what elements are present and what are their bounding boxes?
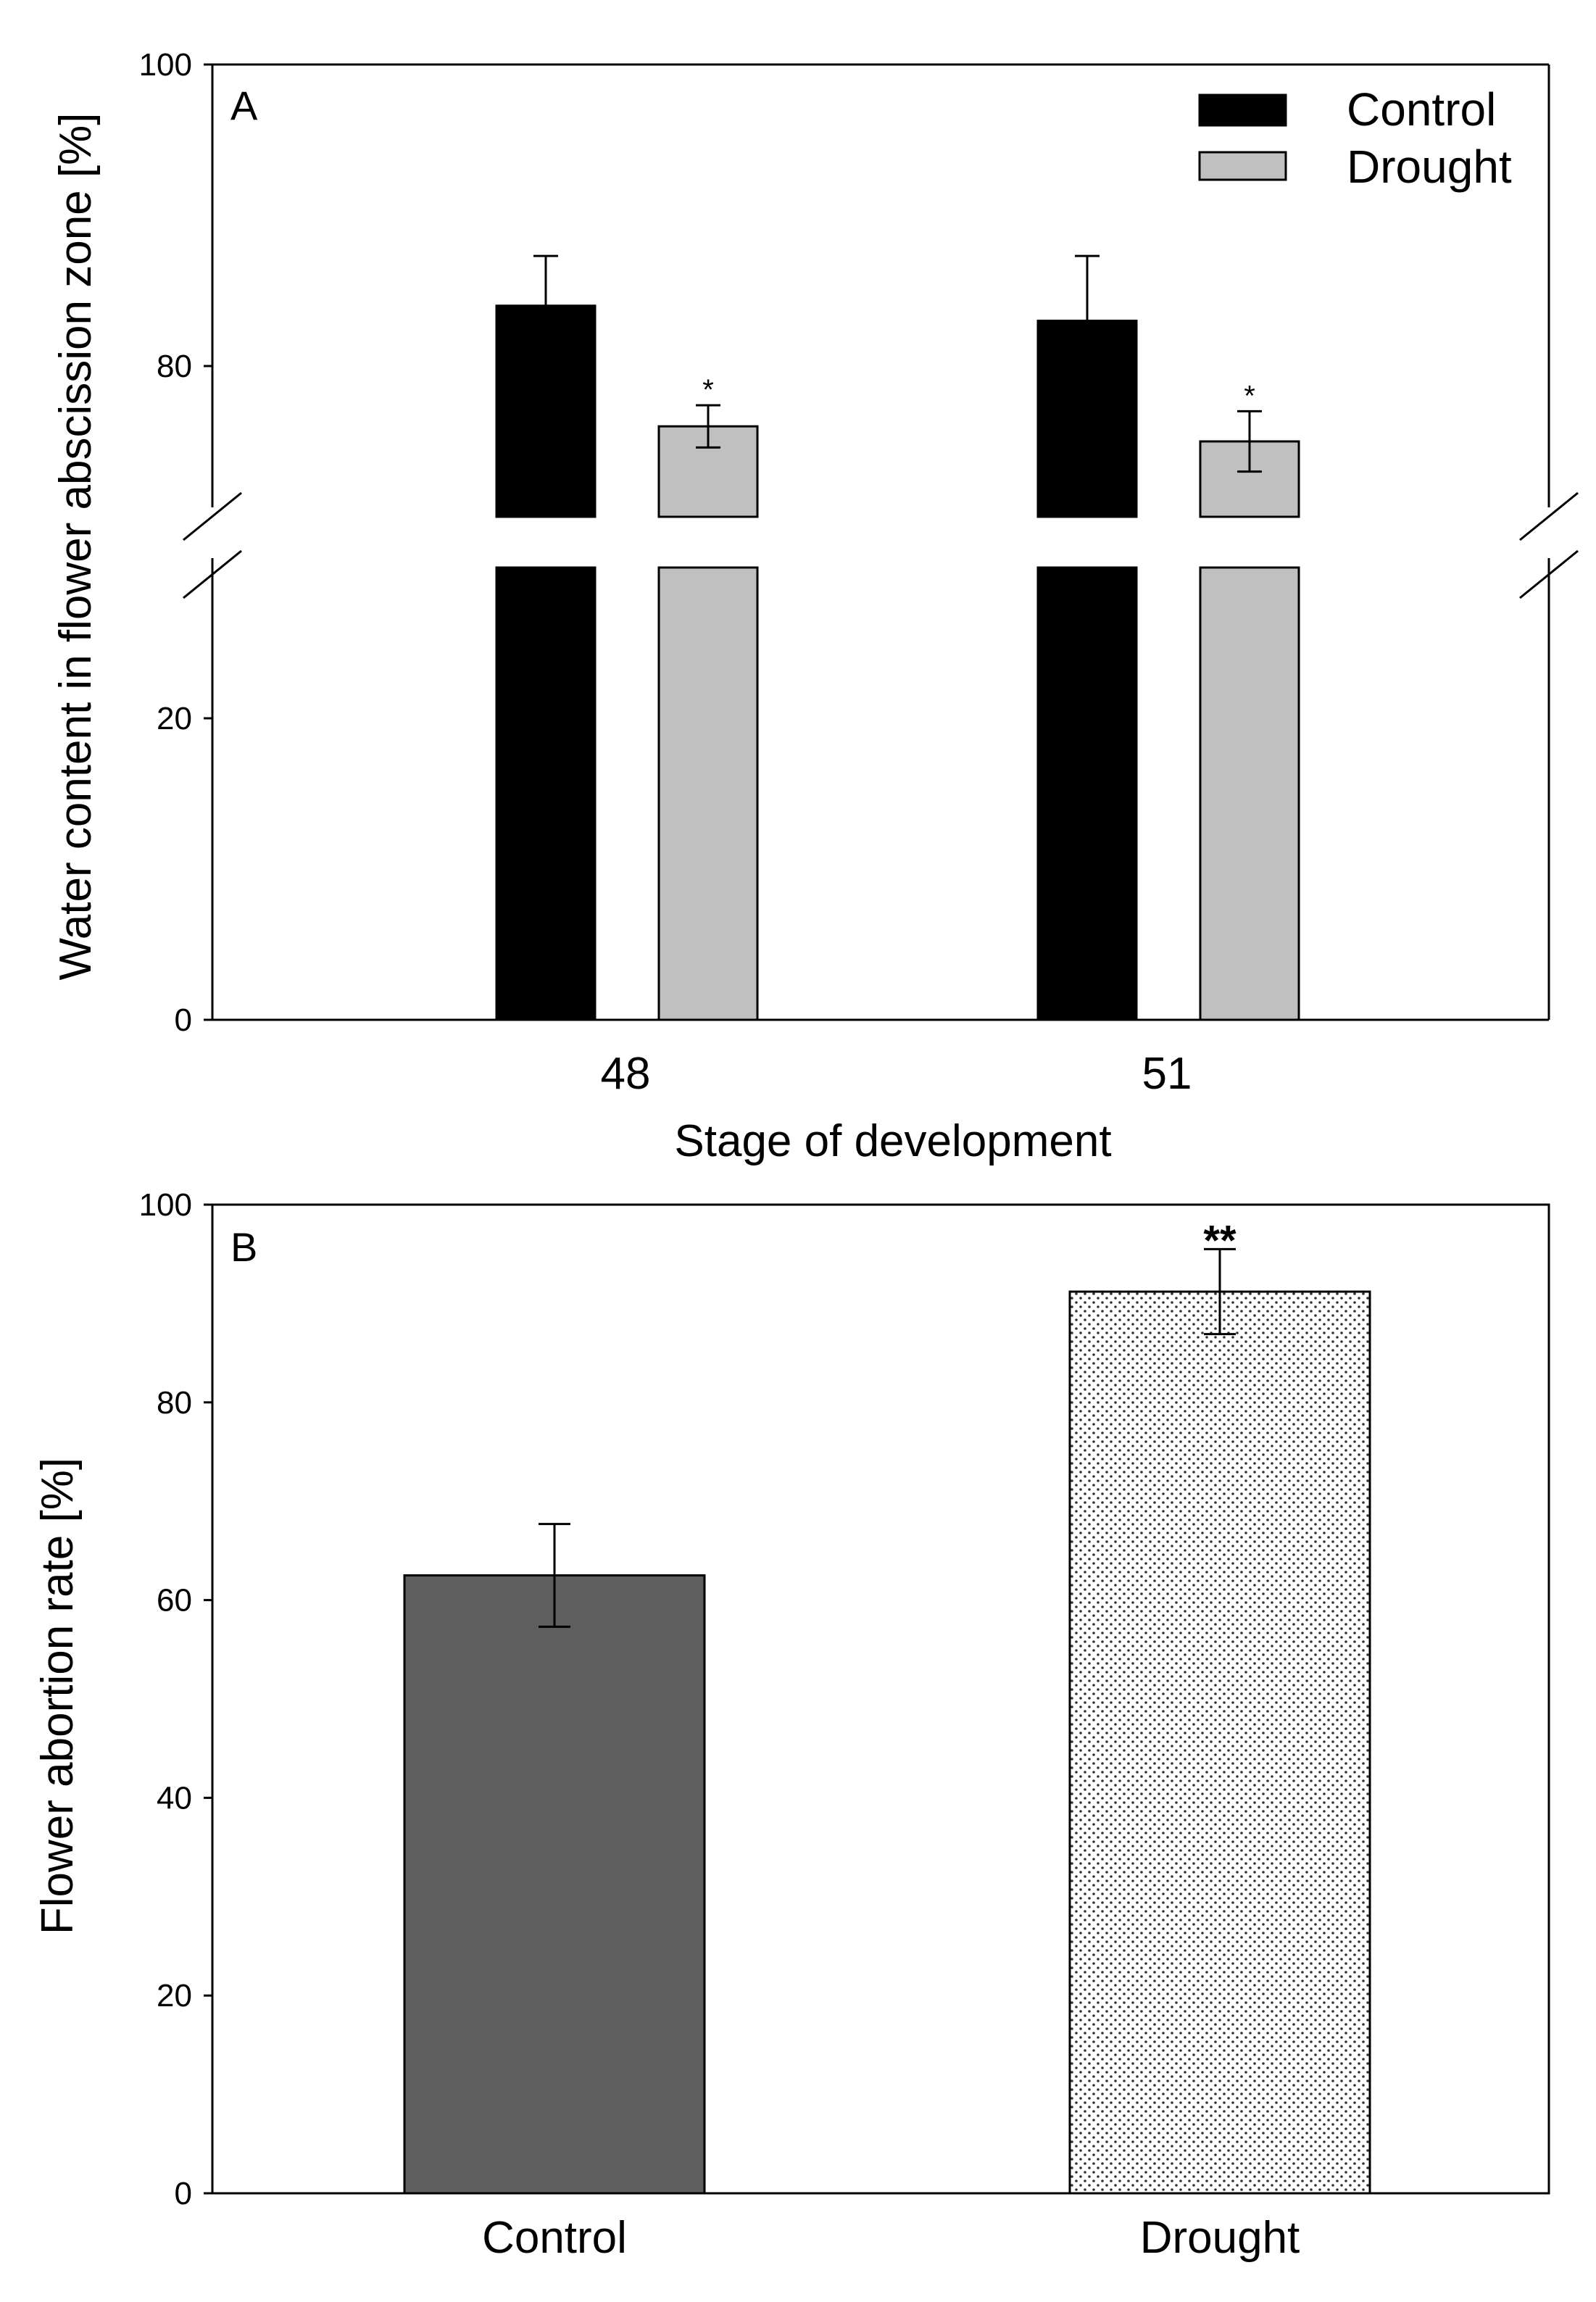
legend-swatch-control [1198, 94, 1287, 127]
panel-a-bar-lower-control [495, 566, 597, 1021]
panel-b-bar-drought [1068, 1290, 1371, 2195]
panel-b-y-tick-label: 60 [157, 1583, 192, 1619]
panel-a-letter: A [230, 83, 258, 128]
panel-b-significance-mark: ** [1203, 1217, 1237, 1264]
panel-b-category-label: Drought [1140, 2213, 1300, 2263]
panel-b-y-ticks: 0 20 40 60 80 100 [139, 1187, 212, 2211]
panel-b: B Flower abortion rate [%] 020406080100 … [33, 1187, 1550, 2263]
legend-swatch-drought [1198, 151, 1287, 181]
panel-a-axis-break-mark-left [183, 549, 242, 599]
panel-a-y-axis-title: Water content in flower abscission zone … [51, 113, 101, 981]
panel-a-bar-lower-control [1036, 566, 1138, 1021]
panel-a-axis-break-mark-left [183, 491, 242, 541]
panel-a-frame [183, 63, 1579, 1021]
panel-a-y-tick-label: 0 [175, 1002, 192, 1038]
panel-a-significance-mark: * [1244, 380, 1255, 412]
panel-a-y-tick-label: 20 [157, 701, 192, 736]
panel-a-category-label: 51 [1142, 1049, 1192, 1099]
panel-a-significance-mark: * [702, 374, 714, 406]
panel-b-frame [211, 1203, 1550, 2195]
panel-b-bars: Control ** Drought [403, 1217, 1371, 2263]
panel-a-bar-upper-control [1036, 320, 1138, 518]
panel-a-y-tick-label: 100 [139, 47, 192, 83]
panel-a-bar-lower-drought [657, 566, 759, 1021]
panel-b-letter: B [230, 1224, 257, 1270]
panel-b-y-tick-label: 20 [157, 1978, 192, 2014]
panel-a-y-tick-label: 80 [157, 349, 192, 384]
panel-a-axis-break-mark-right [1519, 491, 1579, 541]
panel-b-y-tick-label: 40 [157, 1780, 192, 1816]
panel-a-bars: 48 * 51 * [495, 254, 1300, 1099]
panel-b-y-axis-title: Flower abortion rate [%] [33, 1458, 83, 1935]
panel-b-plot-frame [211, 1203, 1550, 2195]
legend-label-drought: Drought [1347, 141, 1512, 193]
panel-a-x-axis-title: Stage of development [674, 1116, 1111, 1166]
panel-a-bar-upper-control [495, 304, 597, 518]
panel-a-axis-break-mark-right [1519, 549, 1579, 599]
panel-a: A Water content in flower abscission zon… [51, 47, 1579, 1166]
legend-label-control: Control [1347, 83, 1496, 136]
panel-b-category-label: Control [482, 2213, 627, 2263]
panel-a-category-label: 48 [601, 1049, 651, 1099]
panel-b-bar-control [403, 1574, 706, 2195]
panel-b-y-tick-label: 80 [157, 1385, 192, 1421]
panel-a-y-ticks: 0 20 80 100 [139, 47, 212, 1038]
panel-b-y-tick-label: 100 [139, 1187, 192, 1223]
panel-a-bar-lower-drought [1199, 566, 1300, 1021]
panel-b-y-tick-label: 0 [175, 2176, 192, 2211]
panel-a-legend: Control Drought [1198, 83, 1512, 193]
